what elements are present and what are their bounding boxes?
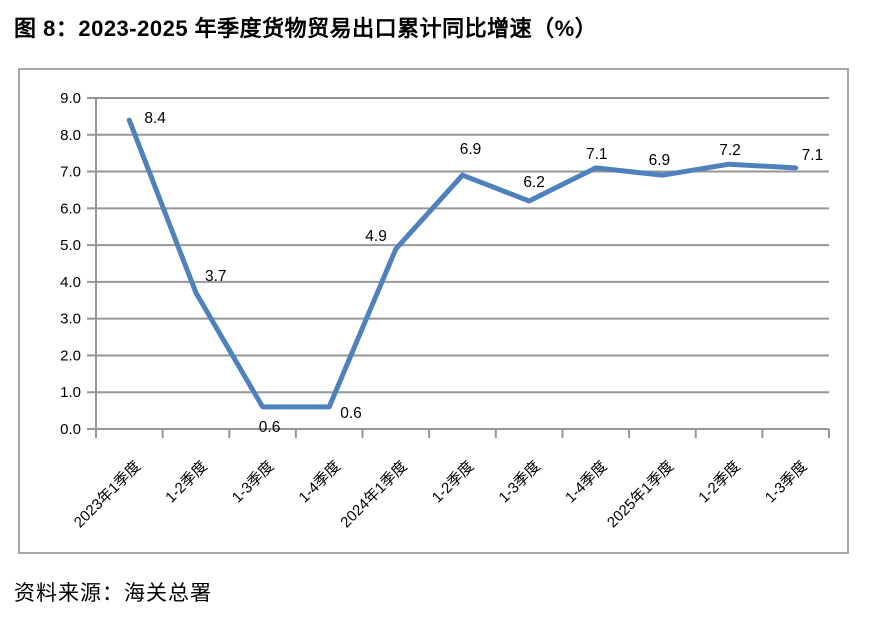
data-label: 7.2	[719, 142, 741, 159]
x-axis-label: 1-4季度	[295, 458, 344, 507]
export-growth-line-chart: 0.0 1.0 2.0 3.0 4.0 5.0 6.0 7.0 8.0 9.0 8.4 3.7 0.6 0…	[60, 90, 830, 531]
y-axis-label: 7.0	[60, 164, 81, 181]
data-label: 4.9	[365, 228, 387, 245]
x-axis-label: 1-3季度	[762, 458, 811, 507]
chart-frame: 0.0 1.0 2.0 3.0 4.0 5.0 6.0 7.0 8.0 9.0 8.4 3.7 0.6 0…	[18, 68, 849, 554]
data-label: 8.4	[144, 110, 166, 127]
x-axis-label: 2023年1季度	[71, 458, 144, 531]
x-axis-label: 1-2季度	[429, 458, 478, 507]
data-series-line	[126, 117, 799, 410]
x-axis-label: 1-4季度	[562, 458, 611, 507]
data-label: 6.2	[523, 174, 545, 191]
y-axis-label: 4.0	[60, 274, 81, 291]
data-label: 7.1	[586, 146, 608, 163]
x-axis-label: 1-3季度	[229, 458, 278, 507]
x-axis-label: 2025年1季度	[604, 458, 677, 531]
data-label: 0.6	[259, 419, 281, 436]
data-label: 7.1	[802, 147, 824, 164]
y-axis-label: 6.0	[60, 200, 81, 217]
x-axis-label: 1-2季度	[695, 458, 744, 507]
data-label: 0.6	[340, 405, 362, 422]
x-axis-label: 1-3季度	[495, 458, 544, 507]
y-axis-label: 8.0	[60, 127, 81, 144]
x-axis-label: 2024年1季度	[337, 458, 410, 531]
x-axis-label: 1-2季度	[162, 458, 211, 507]
y-axis-label: 0.0	[60, 421, 81, 438]
data-label: 6.9	[460, 141, 482, 158]
y-axis-label: 1.0	[60, 384, 81, 401]
figure-title: 图 8：2023-2025 年季度货物贸易出口累计同比增速（%）	[14, 16, 598, 41]
source-note: 资料来源：海关总署	[14, 582, 212, 605]
y-axis-label: 2.0	[60, 347, 81, 364]
y-axis-label: 9.0	[60, 90, 81, 107]
y-axis-label: 5.0	[60, 237, 81, 254]
y-axis-label: 3.0	[60, 311, 81, 328]
data-label: 3.7	[205, 268, 227, 285]
data-label: 6.9	[649, 152, 671, 169]
